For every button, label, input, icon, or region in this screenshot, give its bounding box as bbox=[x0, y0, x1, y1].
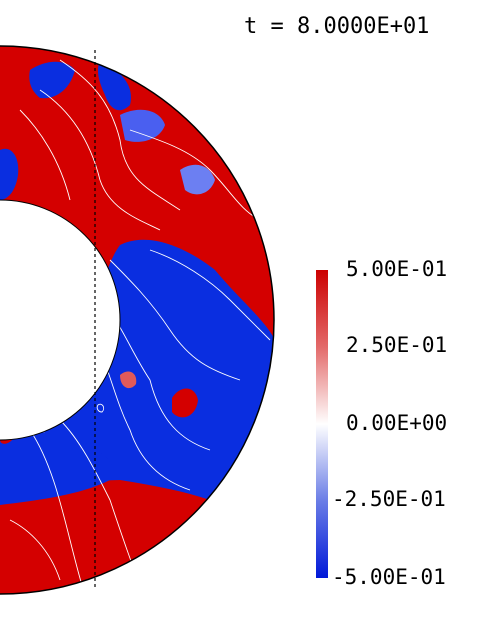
negative-region-top bbox=[29, 61, 75, 99]
positive-island-1 bbox=[172, 388, 198, 418]
negative-region-lower bbox=[0, 418, 114, 505]
positive-island-2 bbox=[120, 371, 137, 389]
negative-region-top-right bbox=[97, 60, 131, 111]
colorbar-tick-label: -5.00E-01 bbox=[332, 565, 446, 589]
outer-boundary bbox=[0, 45, 275, 595]
colorbar-tick-label: 2.50E-01 bbox=[346, 333, 448, 357]
negative-region-mid bbox=[120, 109, 165, 142]
time-label: t = 8.0000E+01 bbox=[244, 14, 430, 39]
colorbar-tick-label: 5.00E-01 bbox=[346, 257, 448, 281]
spherical-shell-section bbox=[0, 46, 274, 594]
negative-region-left bbox=[0, 148, 19, 200]
negative-region-mid2 bbox=[180, 164, 215, 195]
colorbar bbox=[316, 270, 328, 578]
colorbar-tick-label: -2.50E-01 bbox=[332, 487, 446, 511]
colorbar-gradient bbox=[316, 270, 328, 578]
colorbar-tick-label: 0.00E+00 bbox=[346, 411, 448, 435]
inner-boundary bbox=[0, 199, 121, 441]
